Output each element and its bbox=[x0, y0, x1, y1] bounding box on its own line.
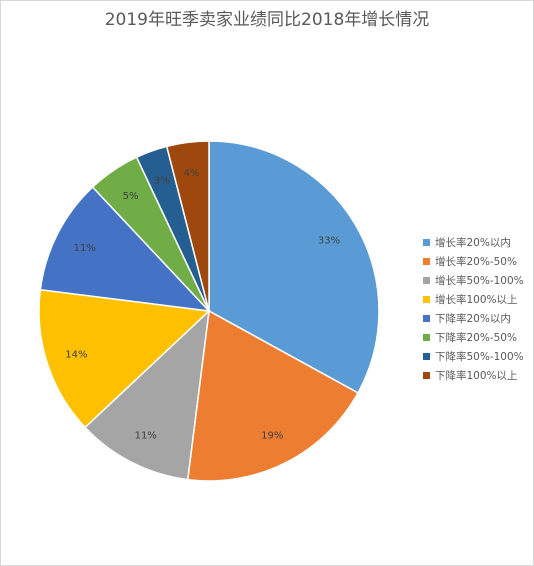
slice-data-label: 4% bbox=[184, 168, 200, 179]
legend-label: 下降率50%-100% bbox=[435, 350, 524, 363]
legend-label: 增长率50%-100% bbox=[435, 274, 524, 287]
slice-data-label: 11% bbox=[135, 431, 157, 442]
legend-swatch bbox=[423, 258, 430, 265]
slice-data-label: 14% bbox=[65, 350, 87, 361]
legend-item: 下降率20%-50% bbox=[423, 331, 517, 344]
legend-swatch bbox=[423, 296, 430, 303]
legend-item: 下降率20%以内 bbox=[423, 312, 511, 325]
legend-label: 下降率20%-50% bbox=[435, 331, 517, 344]
legend-label: 增长率100%以上 bbox=[435, 293, 518, 306]
legend-label: 下降率20%以内 bbox=[435, 312, 511, 325]
pie-slice bbox=[208, 140, 380, 394]
legend-item: 增长率20%以内 bbox=[423, 236, 511, 249]
legend-label: 下降率100%以上 bbox=[435, 369, 518, 382]
pie-slice bbox=[38, 288, 211, 429]
pie-slice bbox=[186, 309, 359, 482]
data-labels: 33% 19% 11% 14% 11% 5% 3% 4% bbox=[65, 168, 340, 442]
legend-swatch bbox=[423, 315, 430, 322]
pie-slice bbox=[165, 140, 210, 312]
legend-swatch bbox=[423, 334, 430, 341]
pie-slice bbox=[39, 186, 211, 313]
pie-slice bbox=[84, 309, 211, 481]
pie-slices bbox=[38, 140, 380, 482]
legend-item: 下降率100%以上 bbox=[423, 369, 518, 382]
slice-data-label: 11% bbox=[74, 243, 96, 254]
legend-item: 增长率50%-100% bbox=[423, 274, 524, 287]
chart-title: 2019年旺季卖家业绩同比2018年增长情况 bbox=[104, 10, 430, 30]
legend-swatch bbox=[423, 239, 430, 246]
legend-swatch bbox=[423, 372, 430, 379]
legend-swatch bbox=[423, 353, 430, 360]
slice-data-label: 3% bbox=[154, 175, 170, 186]
legend-item: 增长率20%-50% bbox=[423, 255, 517, 268]
legend-item: 增长率100%以上 bbox=[423, 293, 518, 306]
slice-data-label: 33% bbox=[318, 236, 340, 247]
legend-label: 增长率20%以内 bbox=[435, 236, 511, 249]
legend-swatch bbox=[423, 277, 430, 284]
slice-data-label: 5% bbox=[123, 191, 139, 202]
legend-label: 增长率20%-50% bbox=[435, 255, 517, 268]
slice-data-label: 19% bbox=[261, 431, 283, 442]
legend-item: 下降率50%-100% bbox=[423, 350, 524, 363]
